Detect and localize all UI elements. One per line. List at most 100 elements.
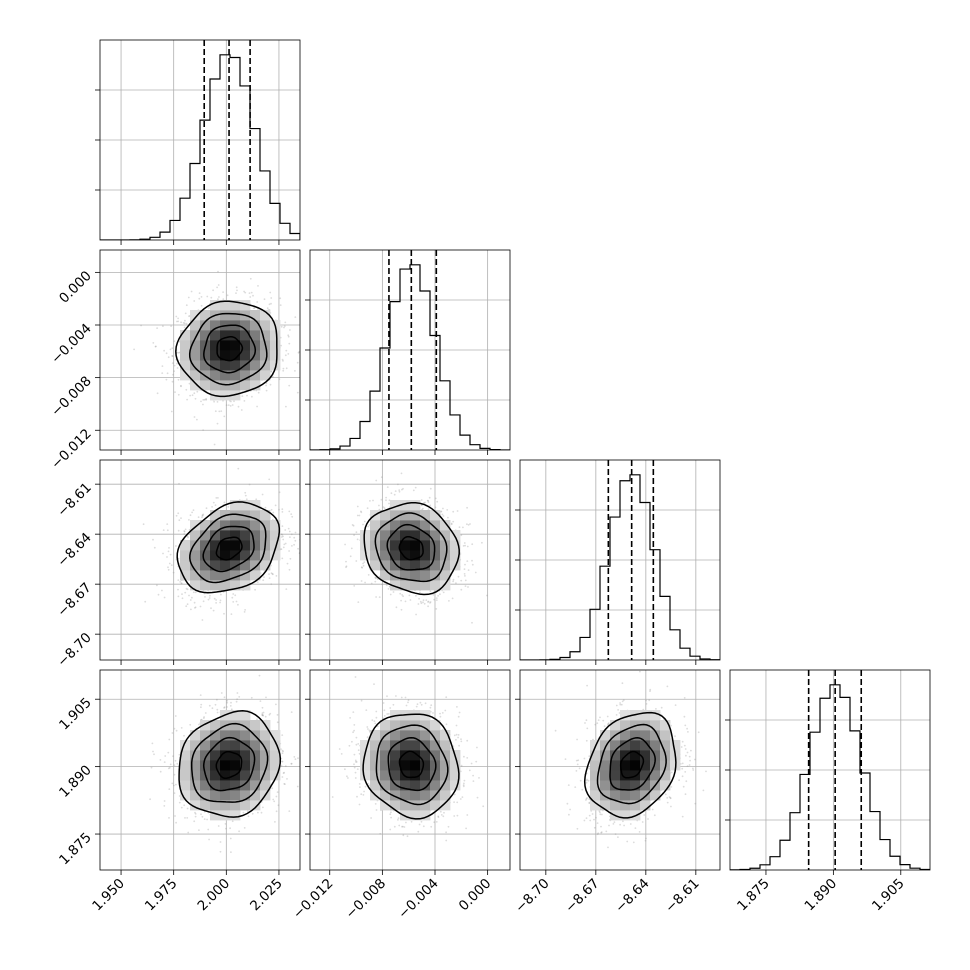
scatter-point	[244, 609, 247, 611]
scatter-point	[263, 298, 266, 301]
scatter-point	[471, 559, 473, 562]
density-cell	[420, 580, 431, 591]
scatter-point	[273, 800, 276, 803]
scatter-point	[231, 596, 234, 599]
scatter-point	[281, 734, 284, 736]
density-cell	[240, 330, 251, 341]
density-cell	[220, 540, 231, 551]
scatter-point	[388, 499, 391, 502]
scatter-point	[265, 382, 268, 385]
density-cell	[430, 520, 441, 531]
density-cell	[410, 520, 421, 531]
scatter-point	[442, 515, 445, 517]
scatter-point	[372, 499, 374, 502]
scatter-point	[420, 504, 423, 507]
density-cell	[400, 540, 411, 551]
density-cell	[210, 560, 221, 571]
scatter-point	[177, 579, 180, 581]
scatter-point	[404, 600, 407, 603]
scatter-point	[248, 292, 251, 294]
scatter-point	[268, 303, 271, 306]
scatter-point	[184, 591, 187, 594]
scatter-point	[440, 510, 443, 513]
density-cell	[380, 510, 391, 521]
scatter-point	[183, 734, 185, 737]
scatter-point	[423, 501, 425, 504]
density-cell	[200, 320, 211, 331]
scatter-point	[432, 593, 435, 596]
density-cell	[270, 360, 281, 371]
density-cell	[260, 550, 271, 561]
scatter-point	[369, 500, 371, 502]
scatter-point	[279, 304, 282, 306]
density-cell	[250, 340, 261, 351]
scatter-point	[244, 491, 247, 494]
scatter-point	[422, 507, 424, 510]
panel-frame	[309, 249, 511, 451]
scatter-point	[361, 566, 363, 569]
scatter-point	[243, 400, 246, 402]
scatter-point	[171, 355, 174, 357]
scatter-point	[287, 353, 290, 355]
scatter-point	[440, 510, 442, 513]
scatter-point	[268, 478, 271, 481]
scatter-point	[202, 399, 205, 401]
scatter-point	[217, 298, 219, 300]
density-cell	[200, 560, 211, 571]
scatter-point	[394, 490, 397, 492]
y-tick-label: −0.004	[48, 321, 95, 368]
scatter-point	[184, 319, 186, 322]
density-cell	[390, 550, 401, 561]
scatter-point	[435, 608, 438, 610]
scatter-point	[467, 569, 470, 571]
y-tick-label: −0.012	[48, 426, 95, 473]
scatter-point	[206, 295, 209, 298]
scatter-point	[360, 580, 363, 582]
scatter-point	[167, 356, 170, 359]
density-cell	[380, 550, 391, 561]
scatter-point	[463, 568, 466, 570]
contour-level-3	[188, 312, 268, 386]
density-cell	[180, 360, 191, 371]
y-tick-label: −8.67	[54, 580, 95, 621]
scatter-point	[285, 349, 288, 352]
density-cell	[270, 530, 281, 541]
scatter-point	[290, 533, 293, 536]
density-cell	[190, 370, 201, 381]
scatter-point	[464, 585, 467, 587]
density-cell	[410, 550, 421, 561]
scatter-panel-4-1	[100, 670, 300, 870]
scatter-point	[294, 316, 297, 318]
density-cell	[390, 560, 401, 571]
density-cell	[270, 330, 281, 341]
scatter-point	[217, 270, 219, 273]
scatter-point	[194, 606, 197, 609]
scatter-point	[269, 291, 272, 294]
density-cell	[420, 510, 431, 521]
scatter-point	[355, 531, 358, 534]
density-cell	[190, 560, 201, 571]
scatter-point	[175, 545, 177, 547]
scatter-point	[213, 400, 216, 403]
scatter-point	[398, 490, 401, 493]
scatter-point	[375, 479, 378, 482]
density-cell	[260, 330, 271, 341]
scatter-point	[281, 358, 284, 361]
scatter-point	[175, 514, 178, 517]
density-cell	[220, 340, 231, 351]
scatter-point	[222, 298, 225, 300]
scatter-point	[352, 524, 355, 527]
scatter-point	[217, 497, 219, 499]
scatter-point	[281, 749, 284, 752]
density-cell	[440, 580, 451, 591]
scatter-point	[238, 830, 241, 833]
scatter-point	[298, 351, 300, 353]
scatter-point	[227, 404, 230, 406]
scatter-point	[434, 506, 437, 509]
scatter-point	[466, 545, 469, 548]
scatter-point	[418, 597, 420, 600]
scatter-point	[291, 545, 293, 547]
scatter-point	[184, 528, 187, 531]
scatter-point	[189, 723, 192, 726]
scatter-point	[167, 568, 170, 571]
